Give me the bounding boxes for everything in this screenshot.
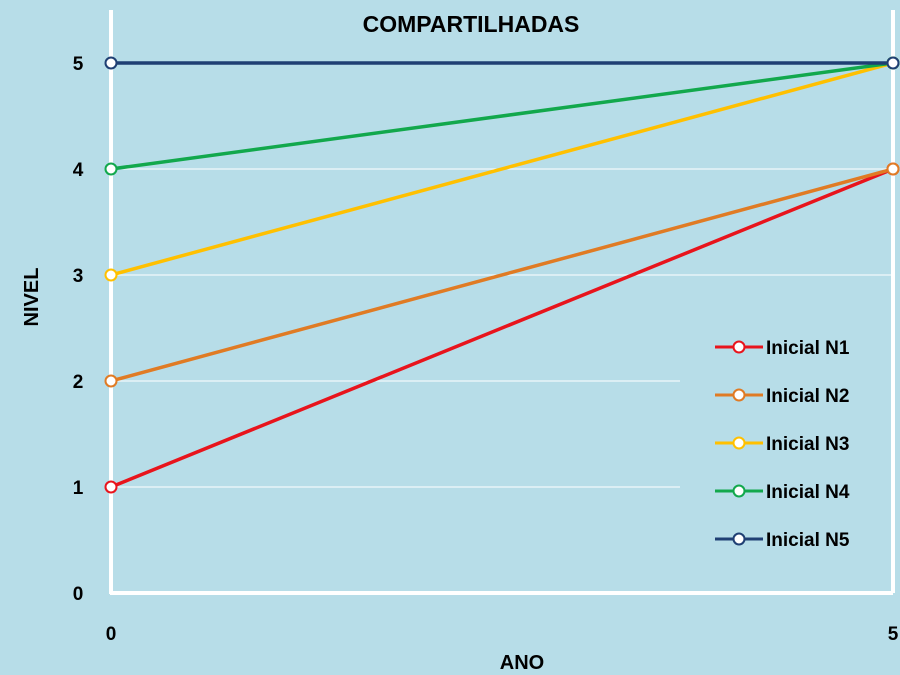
point-n2-1	[886, 162, 900, 176]
series-line-n2	[110, 167, 894, 383]
legend-label-n5: Inicial N5	[766, 530, 850, 551]
y-tick-label-3: 3	[73, 266, 84, 287]
legend-swatch-marker-n5	[732, 532, 746, 546]
series-line-n3	[110, 61, 894, 277]
point-n1-0	[104, 480, 118, 494]
point-n3-0	[104, 268, 118, 282]
x-tick-label-1: 5	[888, 624, 899, 645]
legend-swatch-marker-n4	[732, 484, 746, 498]
y-tick-label-2: 2	[73, 372, 84, 393]
x-tick-label-0: 0	[106, 624, 117, 645]
legend-label-n4: Inicial N4	[766, 482, 850, 503]
legend-swatch-marker-n2	[732, 388, 746, 402]
point-n4-0	[104, 162, 118, 176]
legend-swatch-marker-n3	[732, 436, 746, 450]
y-tick-label-0: 0	[73, 584, 84, 605]
x-axis-label: ANO	[500, 652, 544, 674]
point-n2-0	[104, 374, 118, 388]
series-line-n1	[110, 167, 894, 489]
legend-label-n2: Inicial N2	[766, 386, 849, 407]
y-axis-label: NIVEL	[21, 268, 43, 327]
series-line-n4	[110, 61, 894, 171]
y-tick-label-1: 1	[73, 478, 84, 499]
chart-title: COMPARTILHADAS	[363, 11, 580, 37]
legend-label-n1: Inicial N1	[766, 338, 850, 359]
y-tick-label-4: 4	[73, 160, 84, 181]
point-n5-0	[104, 56, 118, 70]
legend-swatch-marker-n1	[732, 340, 746, 354]
y-tick-label-5: 5	[73, 54, 84, 75]
point-n5-1	[886, 56, 900, 70]
legend-label-n3: Inicial N3	[766, 434, 849, 455]
